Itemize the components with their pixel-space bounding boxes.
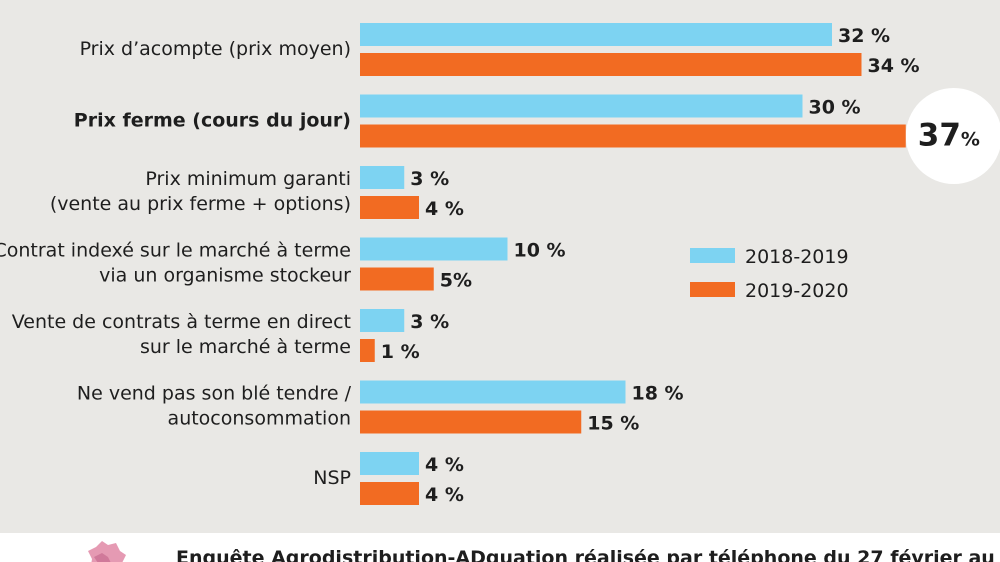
category-label-7: NSP xyxy=(313,467,351,489)
bar-series1-cat7 xyxy=(360,452,419,475)
bar-series1-cat6 xyxy=(360,380,626,404)
value-label-series1-cat4: 10 % xyxy=(514,240,566,262)
bar-series1-cat2 xyxy=(360,94,803,118)
bar-series2-cat3 xyxy=(360,196,419,219)
bar-series2-cat2 xyxy=(360,124,906,148)
footer-text: Enquête Agrodistribution-ADquation réali… xyxy=(176,547,1000,562)
bar-series1-cat5 xyxy=(360,309,405,332)
bar-series2-cat1 xyxy=(360,53,862,76)
legend-swatch-2 xyxy=(690,282,735,297)
value-label-series1-cat2: 30 % xyxy=(809,97,861,119)
value-label-series2-cat6: 15 % xyxy=(587,413,639,435)
legend-swatch-1 xyxy=(690,248,735,263)
category-label-6: Ne vend pas son blé tendre / autoconsomma… xyxy=(77,383,352,430)
category-label-2: Prix ferme (cours du jour) xyxy=(74,110,351,132)
value-label-series1-cat5: 3 % xyxy=(410,311,449,333)
category-label-3: Prix minimum garanti (vente au prix ferme… xyxy=(50,168,351,215)
value-label-series2-cat2: 37% xyxy=(918,118,980,154)
bar-series1-cat1 xyxy=(360,23,832,46)
legend-label-1: 2018-2019 xyxy=(745,246,849,268)
category-label-1: Prix d’acompte (prix moyen) xyxy=(80,38,351,60)
value-label-series2-cat4: 5% xyxy=(440,270,472,292)
category-label-4: Contrat indexé sur le marché à terme via … xyxy=(0,240,351,287)
value-label-series1-cat7: 4 % xyxy=(425,454,464,476)
footer: Enquête Agrodistribution-ADquation réali… xyxy=(0,533,1000,562)
bar-series2-cat7 xyxy=(360,482,419,505)
category-label-5: Vente de contrats à terme en direct sur l… xyxy=(12,311,351,358)
legend-label-2: 2019-2020 xyxy=(745,280,849,302)
value-label-series2-cat1: 34 % xyxy=(868,55,920,77)
value-label-series2-cat3: 4 % xyxy=(425,198,464,220)
bar-series1-cat4 xyxy=(360,237,508,261)
bar-chart: Prix d’acompte (prix moyen) Prix ferme (c… xyxy=(0,23,1000,506)
value-label-series1-cat3: 3 % xyxy=(410,168,449,190)
value-label-series2-cat5: 1 % xyxy=(381,341,420,363)
bar-series1-cat3 xyxy=(360,166,405,189)
value-label-series1-cat1: 32 % xyxy=(838,25,890,47)
highlight-circle xyxy=(905,88,1000,184)
logo-icon xyxy=(88,541,126,562)
value-label-series1-cat6: 18 % xyxy=(632,383,684,405)
bar-series2-cat5 xyxy=(360,339,375,362)
value-label-series2-cat7: 4 % xyxy=(425,484,464,506)
bar-series2-cat6 xyxy=(360,410,582,434)
bar-series2-cat4 xyxy=(360,267,434,291)
